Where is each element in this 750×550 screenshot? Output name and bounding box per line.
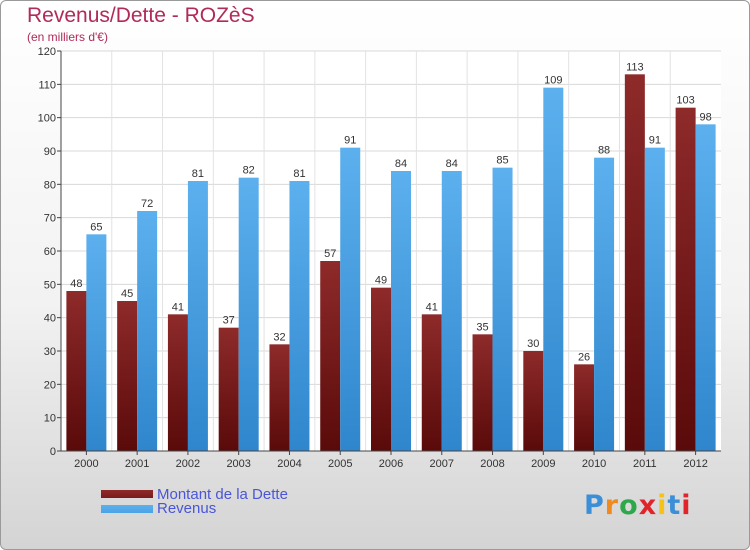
data-label: 82 — [243, 165, 255, 177]
data-label: 91 — [649, 135, 661, 147]
y-tick-label: 60 — [44, 246, 56, 258]
bar-revenus — [86, 234, 107, 451]
x-tick-label: 2000 — [74, 458, 98, 470]
data-label: 30 — [527, 338, 539, 350]
x-tick-label: 2007 — [430, 458, 454, 470]
bar-revenus — [594, 157, 615, 451]
bar-debt — [675, 107, 696, 452]
data-label: 41 — [172, 301, 184, 313]
y-tick-label: 80 — [44, 179, 56, 191]
y-tick-label: 40 — [44, 313, 56, 325]
data-label: 37 — [223, 315, 235, 327]
data-label: 26 — [578, 351, 590, 363]
y-tick-label: 90 — [44, 146, 56, 158]
data-label: 84 — [446, 158, 458, 170]
bar-debt — [66, 291, 87, 451]
x-tick-label: 2004 — [277, 458, 301, 470]
data-label: 72 — [141, 198, 153, 210]
bars — [66, 74, 716, 452]
y-tick-label: 120 — [38, 46, 56, 58]
legend-swatch-debt — [101, 490, 153, 498]
data-label: 57 — [324, 248, 336, 260]
x-tick-label: 2011 — [633, 458, 657, 470]
y-tick-label: 110 — [38, 79, 56, 91]
x-tick-label: 2005 — [328, 458, 352, 470]
bar-revenus — [492, 167, 513, 451]
bar-debt — [117, 301, 138, 451]
data-label: 85 — [496, 155, 508, 167]
x-tick-label: 2002 — [176, 458, 200, 470]
bar-debt — [371, 287, 391, 451]
data-label: 81 — [293, 168, 305, 180]
data-label: 84 — [395, 158, 407, 170]
bar-revenus — [695, 124, 716, 451]
data-label: 103 — [676, 95, 694, 107]
data-label: 35 — [476, 321, 488, 333]
bar-debt — [421, 314, 442, 451]
data-labels: 48 45 41 37 32 57 49 41 35 30 26 113 103 65 72 81 82 81 91… — [70, 61, 711, 363]
data-label: 109 — [544, 75, 562, 87]
x-tick-label: 2008 — [480, 458, 504, 470]
bar-revenus — [238, 177, 259, 451]
bar-revenus — [289, 181, 310, 451]
data-label: 32 — [273, 331, 285, 343]
data-label: 91 — [344, 135, 356, 147]
bar-debt — [320, 261, 341, 451]
data-label: 65 — [90, 221, 102, 233]
data-label: 113 — [626, 61, 644, 73]
bar-revenus — [187, 181, 208, 451]
data-label: 49 — [375, 275, 387, 287]
y-tick-label: 0 — [50, 446, 56, 458]
bar-revenus — [644, 147, 665, 451]
bar-debt — [574, 364, 595, 451]
data-label: 81 — [192, 168, 204, 180]
y-tick-label: 70 — [44, 213, 56, 225]
bar-debt — [269, 344, 290, 451]
chart-subtitle: (en milliers d'€) — [27, 30, 108, 44]
x-tick-label: 2009 — [531, 458, 555, 470]
x-tick-label: 2001 — [125, 458, 149, 470]
bar-debt — [624, 74, 645, 451]
y-tick-label: 100 — [38, 113, 56, 125]
bar-revenus — [391, 171, 411, 451]
y-tick-label: 30 — [44, 346, 56, 358]
axes: 0 10 20 30 40 50 60 70 80 90 100 110 120 2000 2001 2002… — [38, 46, 721, 470]
data-label: 98 — [699, 111, 711, 123]
bar-debt — [472, 334, 493, 451]
bar-revenus — [441, 171, 462, 451]
y-tick-label: 20 — [44, 379, 56, 391]
x-tick-label: 2012 — [683, 458, 707, 470]
chart-title: Revenus/Dette - ROZèS — [27, 4, 255, 27]
data-label: 45 — [121, 288, 133, 300]
bar-debt — [167, 314, 188, 451]
bar-revenus — [340, 147, 361, 451]
proxiti-logo: Proxiti — [584, 490, 692, 521]
legend-swatch-revenus — [101, 505, 153, 513]
x-tick-label: 2003 — [226, 458, 250, 470]
legend-label-debt: Montant de la Dette — [157, 486, 288, 503]
x-tick-label: 2010 — [582, 458, 606, 470]
bar-revenus — [137, 211, 158, 451]
bar-debt — [218, 327, 239, 451]
legend-label-revenus: Revenus — [157, 500, 217, 517]
data-label: 41 — [426, 301, 438, 313]
y-tick-label: 10 — [44, 413, 56, 425]
data-label: 48 — [70, 278, 82, 290]
x-tick-label: 2006 — [379, 458, 403, 470]
bar-revenus — [543, 87, 564, 452]
bar-debt — [523, 351, 544, 451]
data-label: 88 — [598, 145, 610, 157]
y-tick-label: 50 — [44, 279, 56, 291]
